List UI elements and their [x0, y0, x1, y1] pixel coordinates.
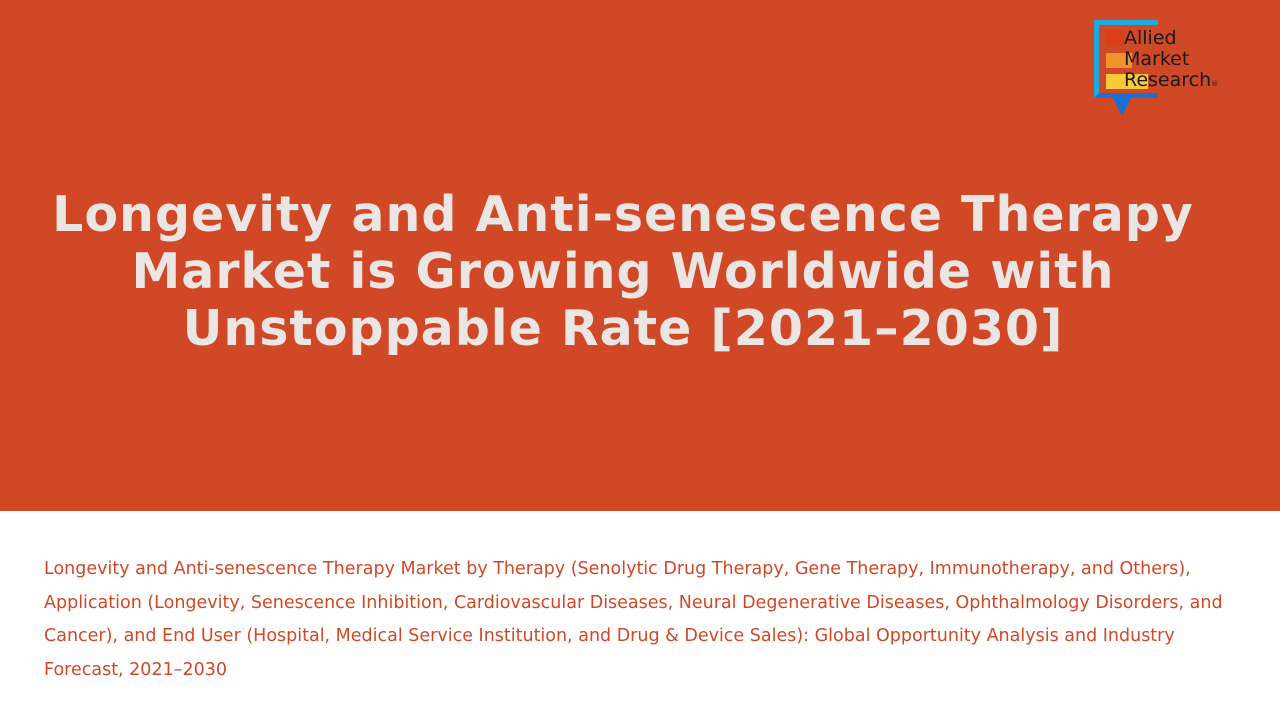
- hero-banner: Longevity and Anti-senescence Therapy Ma…: [0, 0, 1280, 511]
- allied-market-research-logo: Allied Market Research®: [1094, 20, 1274, 120]
- logo-bar: [1106, 53, 1132, 68]
- logo-speech-tail: [1112, 96, 1132, 116]
- page-title: Longevity and Anti-senescence Therapy Ma…: [52, 186, 1194, 357]
- logo-bar: [1106, 30, 1124, 45]
- logo-bar: [1106, 74, 1148, 89]
- logo-frame: [1094, 20, 1158, 98]
- report-description: Longevity and Anti-senescence Therapy Ma…: [44, 559, 1223, 680]
- logo-text: Allied Market Research®: [1124, 27, 1219, 91]
